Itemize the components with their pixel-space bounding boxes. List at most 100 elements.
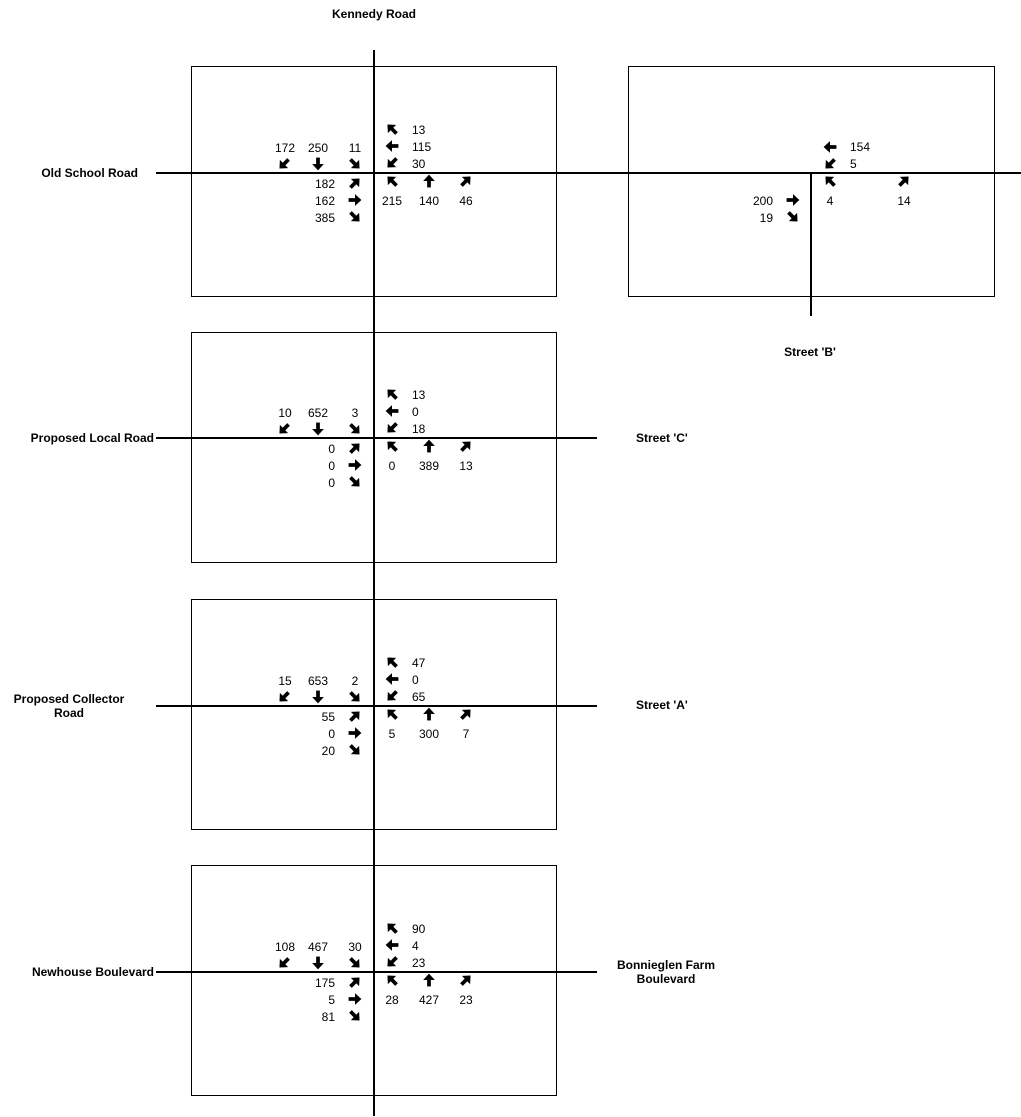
up-arrow-icon: [423, 973, 435, 987]
street-label-bonnieglen: Bonnieglen Farm Boulevard: [616, 958, 715, 986]
southeast-arrow-icon: [787, 211, 798, 222]
northwest-arrow-icon: [387, 441, 398, 452]
proposed-local-road-line: [156, 437, 597, 439]
up-arrow-icon: [423, 439, 435, 453]
northeast-arrow-icon: [460, 709, 471, 720]
volume-nb-right: 14: [897, 194, 911, 208]
volume-eb-left: 175: [314, 976, 335, 990]
northwest-arrow-icon: [387, 176, 398, 187]
right-arrow-icon: [348, 727, 362, 739]
southwest-arrow-icon: [279, 957, 290, 968]
left-arrow-icon: [385, 673, 399, 685]
southeast-arrow-icon: [349, 1010, 360, 1021]
southwest-arrow-icon: [825, 158, 836, 169]
volume-eb-right: 20: [321, 744, 335, 758]
northwest-arrow-icon: [387, 124, 398, 135]
southwest-arrow-icon: [387, 157, 398, 168]
volume-nb-right: 46: [459, 194, 473, 208]
volume-eb-right: 81: [321, 1010, 335, 1024]
volume-sb-through: 652: [307, 406, 329, 420]
volume-wb-through: 115: [412, 140, 432, 154]
northwest-arrow-icon: [825, 176, 836, 187]
northeast-arrow-icon: [349, 443, 360, 454]
street-label-street-c: Street 'C': [636, 431, 688, 445]
volume-nb-through: 140: [418, 194, 440, 208]
proposed-collector-road-line: [156, 705, 597, 707]
volume-eb-left: 55: [321, 710, 335, 724]
southeast-arrow-icon: [349, 423, 360, 434]
volume-sb-through: 467: [307, 940, 329, 954]
volume-sb-right: 15: [278, 674, 292, 688]
left-arrow-icon: [385, 405, 399, 417]
northeast-arrow-icon: [460, 975, 471, 986]
street-label-proposed-collector: Proposed Collector Road: [13, 692, 125, 720]
volume-eb-right: 0: [328, 476, 335, 490]
northeast-arrow-icon: [460, 441, 471, 452]
volume-wb-left: 30: [412, 157, 426, 171]
southwest-arrow-icon: [387, 690, 398, 701]
right-arrow-icon: [786, 194, 800, 206]
northwest-arrow-icon: [387, 923, 398, 934]
volume-nb-through: 427: [418, 993, 440, 1007]
southwest-arrow-icon: [279, 691, 290, 702]
volume-sb-right: 10: [278, 406, 292, 420]
southwest-arrow-icon: [387, 956, 398, 967]
old-school-road-line: [156, 172, 1021, 174]
volume-sb-left: 3: [351, 406, 359, 420]
volume-eb-through: 162: [314, 194, 335, 208]
northeast-arrow-icon: [349, 178, 360, 189]
southwest-arrow-icon: [279, 158, 290, 169]
volume-wb-left: 65: [412, 690, 426, 704]
street-label-street-b: Street 'B': [784, 345, 836, 359]
down-arrow-icon: [312, 422, 324, 436]
volume-nb-left: 0: [388, 459, 396, 473]
left-arrow-icon: [385, 140, 399, 152]
southeast-arrow-icon: [349, 211, 360, 222]
volume-nb-left: 28: [385, 993, 399, 1007]
volume-wb-right: 13: [412, 123, 426, 137]
street-label-kennedy: Kennedy Road: [331, 7, 416, 21]
volume-nb-through: 389: [418, 459, 440, 473]
street-label-old-school: Old School Road: [41, 166, 138, 180]
right-arrow-icon: [348, 194, 362, 206]
volume-nb-left: 215: [381, 194, 403, 208]
volume-wb-through: 0: [412, 405, 419, 419]
street-label-street-a: Street 'A': [636, 698, 688, 712]
down-arrow-icon: [312, 690, 324, 704]
volume-eb-left: 182: [314, 177, 335, 191]
volume-nb-left: 4: [826, 194, 834, 208]
volume-nb-right: 13: [459, 459, 473, 473]
northeast-arrow-icon: [349, 977, 360, 988]
volume-wb-right: 13: [412, 388, 426, 402]
volume-sb-right: 172: [274, 141, 296, 155]
volume-wb-through: 0: [412, 673, 419, 687]
volume-sb-right: 108: [274, 940, 296, 954]
up-arrow-icon: [423, 707, 435, 721]
newhouse-boulevard-line: [156, 971, 597, 973]
volume-wb-right: 90: [412, 922, 426, 936]
volume-sb-left: 11: [348, 141, 362, 155]
up-arrow-icon: [423, 174, 435, 188]
southwest-arrow-icon: [279, 423, 290, 434]
down-arrow-icon: [312, 956, 324, 970]
down-arrow-icon: [312, 157, 324, 171]
northeast-arrow-icon: [349, 711, 360, 722]
southeast-arrow-icon: [349, 691, 360, 702]
volume-eb-through: 200: [752, 194, 773, 208]
southeast-arrow-icon: [349, 957, 360, 968]
northwest-arrow-icon: [387, 975, 398, 986]
volume-nb-right: 7: [462, 727, 470, 741]
volume-eb-right: 385: [314, 211, 335, 225]
northwest-arrow-icon: [387, 389, 398, 400]
volume-wb-left: 23: [412, 956, 426, 970]
northeast-arrow-icon: [460, 176, 471, 187]
street-label-newhouse: Newhouse Boulevard: [31, 965, 154, 979]
northwest-arrow-icon: [387, 709, 398, 720]
volume-eb-through: 5: [328, 993, 335, 1007]
volume-wb-right: 47: [412, 656, 426, 670]
southeast-arrow-icon: [349, 476, 360, 487]
street-b-line: [810, 173, 812, 316]
volume-sb-through: 653: [307, 674, 329, 688]
left-arrow-icon: [385, 939, 399, 951]
volume-eb-right: 19: [759, 211, 773, 225]
